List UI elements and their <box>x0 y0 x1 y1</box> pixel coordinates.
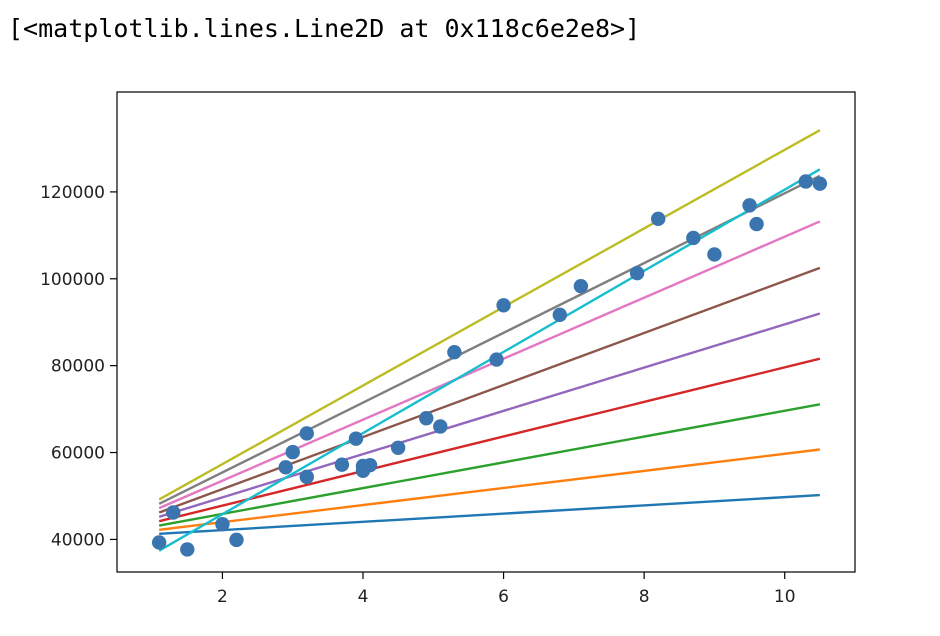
data-point-14 <box>362 457 378 473</box>
data-point-23 <box>629 265 645 281</box>
data-point-15 <box>390 440 406 455</box>
data-point-22 <box>573 278 589 294</box>
data-point-30 <box>812 176 828 191</box>
y-axis-ticks: 40000 60000 80000 100000 120000 <box>40 183 117 550</box>
data-point-5 <box>229 532 244 548</box>
data-point-17 <box>433 419 448 434</box>
data-point-8 <box>299 469 314 485</box>
y-tick-label: 80000 <box>51 357 105 377</box>
y-tick-label: 60000 <box>51 444 105 464</box>
series-line-2 <box>159 448 821 532</box>
series-line-6 <box>158 266 821 514</box>
data-point-1 <box>151 535 167 550</box>
plot-frame <box>116 91 856 573</box>
series-line-4 <box>158 357 821 523</box>
data-point-11 <box>348 431 364 446</box>
x-tick-label: 2 <box>217 587 228 607</box>
data-point-2 <box>166 505 181 520</box>
x-tick-label: 8 <box>639 587 650 607</box>
series-line-7 <box>158 220 821 510</box>
data-point-21 <box>552 307 567 323</box>
y-tick-label: 100000 <box>40 270 105 290</box>
data-point-4 <box>215 517 230 532</box>
series-line-8 <box>158 174 821 505</box>
data-point-7 <box>285 444 300 460</box>
data-point-27 <box>742 198 757 213</box>
x-tick-label: 4 <box>358 587 369 607</box>
data-point-16 <box>419 411 434 426</box>
data-point-10 <box>334 457 350 472</box>
data-point-19 <box>489 352 504 367</box>
regression-lines <box>158 129 821 552</box>
data-point-6 <box>278 460 293 475</box>
data-point-20 <box>496 298 511 313</box>
data-point-9 <box>299 426 314 441</box>
data-point-28 <box>749 216 764 232</box>
cell-output-text: [<matplotlib.lines.Line2D at 0x118c6e2e8… <box>8 14 641 43</box>
series-line-5 <box>158 312 821 518</box>
data-points <box>151 174 828 557</box>
y-tick-label: 120000 <box>40 183 105 203</box>
series-line-3 <box>158 403 821 527</box>
x-tick-label: 10 <box>774 587 796 607</box>
series-line-9 <box>158 129 821 501</box>
x-tick-label: 6 <box>498 587 509 607</box>
data-point-18 <box>447 344 462 360</box>
data-point-25 <box>686 230 701 246</box>
data-point-26 <box>707 247 722 262</box>
data-point-24 <box>651 211 666 227</box>
data-point-3 <box>180 542 195 557</box>
y-tick-label: 40000 <box>51 530 105 550</box>
data-point-29 <box>798 174 813 189</box>
series-line-1 <box>159 493 820 535</box>
x-axis-ticks: 2 4 6 8 10 <box>217 572 796 607</box>
